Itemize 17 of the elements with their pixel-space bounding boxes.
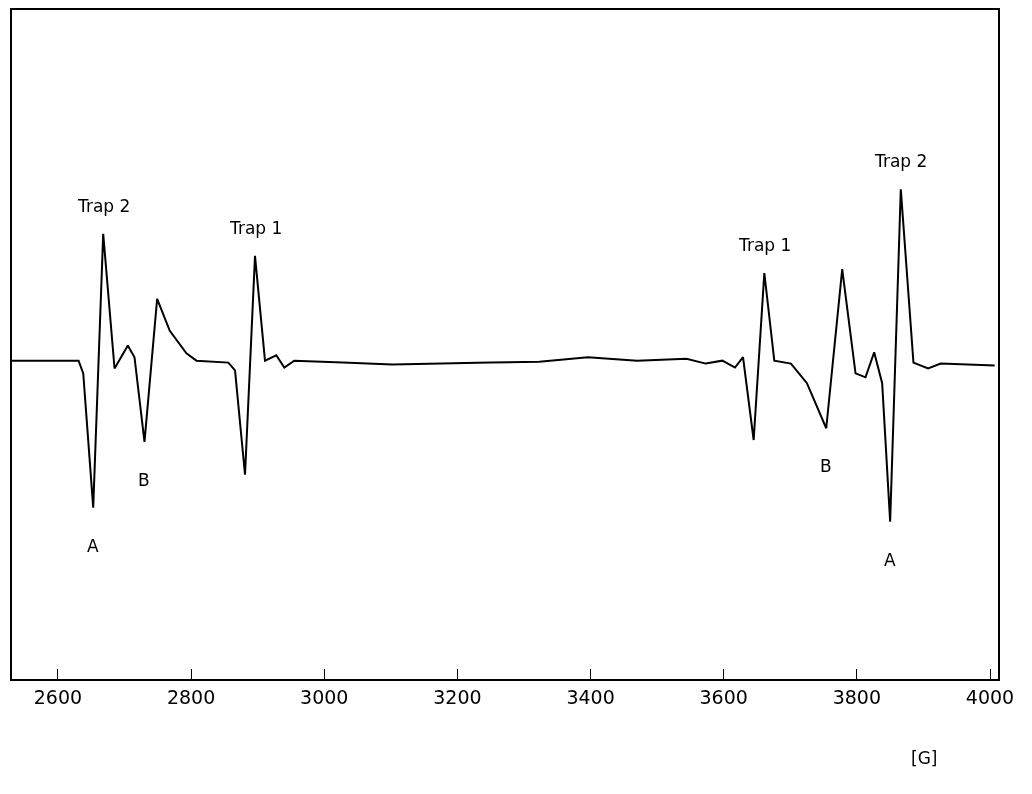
annotation: A bbox=[884, 550, 896, 570]
x-tick-label: 2800 bbox=[166, 685, 216, 708]
x-tick-label: 3000 bbox=[300, 685, 349, 708]
x-tick-label: 2600 bbox=[33, 685, 83, 708]
x-tick-label: 3400 bbox=[566, 685, 615, 708]
x-tick-label: 3600 bbox=[699, 685, 748, 708]
annotation: Trap 2 bbox=[77, 196, 131, 216]
annotation: A bbox=[87, 536, 99, 556]
annotation: Trap 1 bbox=[738, 235, 792, 255]
x-axis-title: [G] bbox=[911, 748, 938, 768]
x-tick-label: 3800 bbox=[832, 685, 882, 708]
annotation: Trap 1 bbox=[229, 218, 283, 238]
annotation: Trap 2 bbox=[874, 151, 928, 171]
annotation: B bbox=[820, 456, 832, 476]
annotation: B bbox=[138, 470, 150, 490]
x-tick-label: 3200 bbox=[433, 685, 482, 708]
x-tick-label: 4000 bbox=[965, 685, 1015, 708]
